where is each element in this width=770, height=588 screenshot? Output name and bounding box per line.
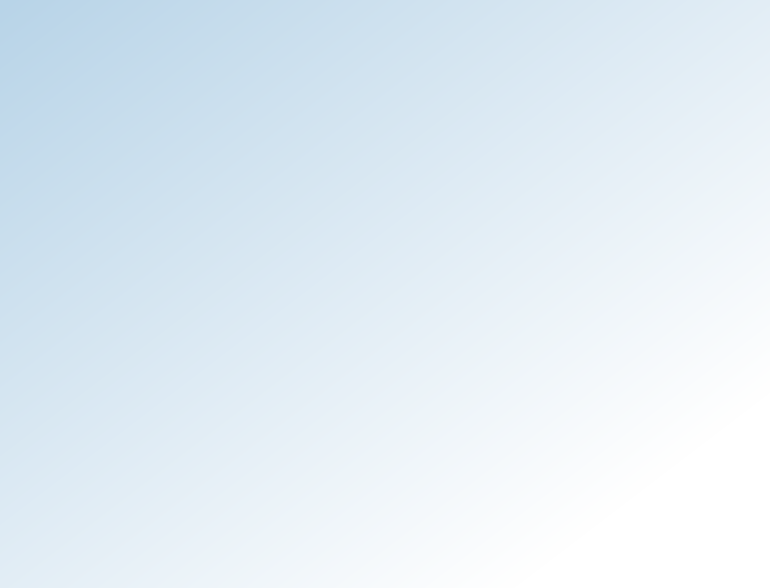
Bar	[262, 526, 296, 529]
Bar	[107, 528, 141, 529]
Bar	[366, 524, 399, 529]
Text: 454: 454	[370, 509, 395, 522]
Bar	[624, 293, 658, 529]
Text: 167: 167	[163, 512, 188, 525]
Bar	[417, 522, 450, 529]
Bar	[572, 420, 606, 529]
Text: 10,769: 10,769	[566, 405, 611, 418]
Text: 567: 567	[318, 508, 343, 521]
Text: 23,408: 23,408	[618, 278, 664, 290]
Bar	[521, 482, 554, 529]
Text: 133: 133	[112, 512, 136, 525]
Text: 4,700: 4,700	[519, 466, 556, 479]
Text: 2,243: 2,243	[467, 491, 504, 504]
Bar	[314, 523, 347, 529]
Bar	[210, 526, 244, 529]
Text: 321: 321	[266, 510, 291, 523]
Bar	[159, 527, 192, 529]
Text: 733: 733	[422, 506, 446, 519]
Text: 39,632: 39,632	[670, 114, 715, 127]
Bar	[469, 507, 502, 529]
Title: Registrations of plug-in electric vehicles in Norway by year
(2004-2015): Registrations of plug-in electric vehicl…	[109, 54, 708, 93]
Bar	[675, 130, 709, 529]
Text: 352: 352	[215, 510, 239, 523]
